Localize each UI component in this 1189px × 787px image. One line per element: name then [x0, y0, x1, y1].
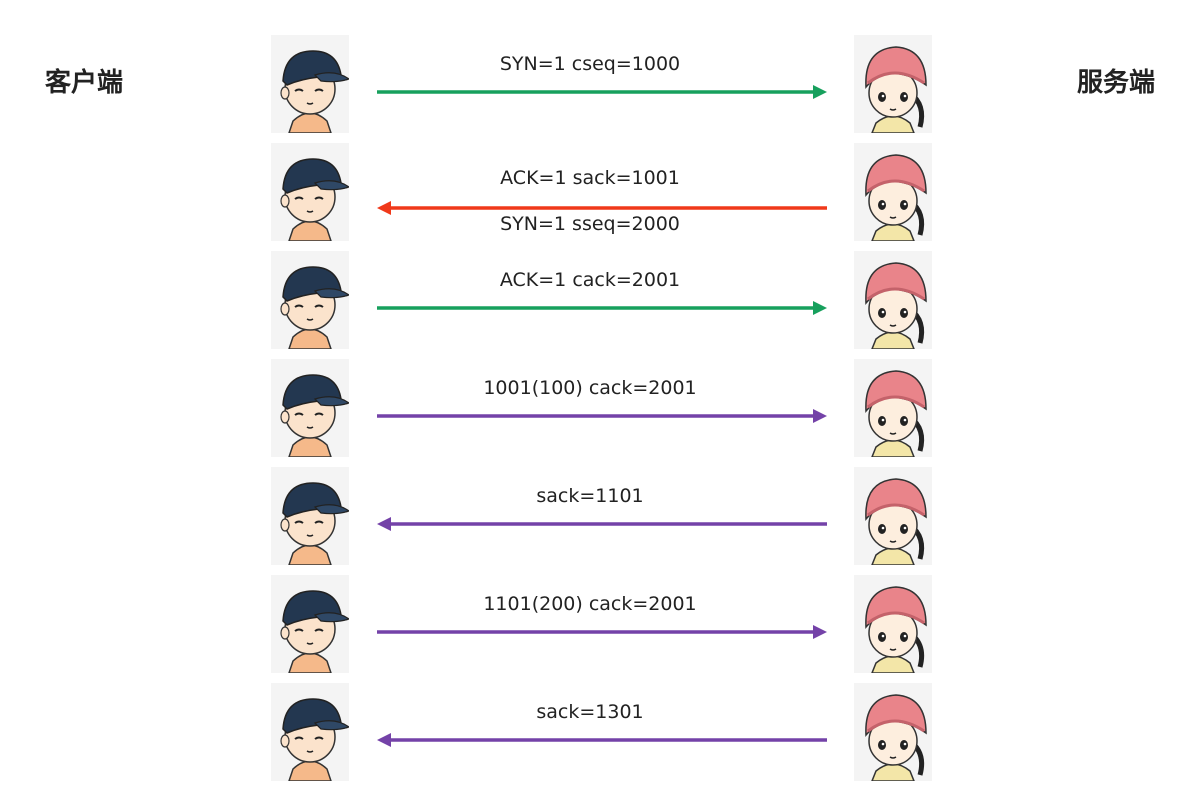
boy-avatar-icon	[271, 683, 349, 781]
girl-avatar-icon	[854, 467, 932, 565]
arrow-head	[813, 409, 827, 423]
message-label: SYN=1 cseq=1000	[499, 53, 681, 75]
message-label: 1001(100) cack=2001	[483, 377, 697, 399]
girl-avatar-icon	[854, 683, 932, 781]
boy-avatar-icon	[271, 359, 349, 457]
message-label: sack=1101	[536, 485, 644, 507]
client-label: 客户端	[45, 68, 124, 98]
server-label: 服务端	[1077, 68, 1156, 98]
boy-avatar-icon	[271, 467, 349, 565]
arrow-left	[377, 517, 827, 531]
message-row: 1101(200) cack=2001	[0, 575, 1189, 675]
arrow-right	[377, 85, 827, 99]
message-label: sack=1301	[536, 701, 644, 723]
arrow-right	[377, 301, 827, 315]
message-row: ACK=1 cack=2001	[0, 251, 1189, 351]
boy-avatar-icon	[271, 35, 349, 133]
girl-avatar-icon	[854, 35, 932, 133]
message-label: ACK=1 sack=1001	[500, 167, 680, 189]
girl-avatar-icon	[854, 575, 932, 673]
girl-avatar-icon	[854, 143, 932, 241]
arrow-head	[377, 733, 391, 747]
message-row: 1001(100) cack=2001	[0, 359, 1189, 459]
message-row: sack=1301	[0, 683, 1189, 783]
arrow-head	[377, 201, 391, 215]
arrow-left	[377, 201, 827, 215]
arrow-head	[377, 517, 391, 531]
arrow-head	[813, 625, 827, 639]
message-row: SYN=1 cseq=1000	[0, 35, 1189, 135]
boy-avatar-icon	[271, 251, 349, 349]
arrow-right	[377, 625, 827, 639]
message-row: sack=1101	[0, 467, 1189, 567]
arrow-head	[813, 301, 827, 315]
arrow-head	[813, 85, 827, 99]
arrow-right	[377, 409, 827, 423]
boy-avatar-icon	[271, 575, 349, 673]
girl-avatar-icon	[854, 359, 932, 457]
arrow-left	[377, 733, 827, 747]
message-label: ACK=1 cack=2001	[499, 269, 681, 291]
message-label: SYN=1 sseq=2000	[500, 213, 680, 235]
girl-avatar-icon	[854, 251, 932, 349]
message-row: ACK=1 sack=1001 SYN=1 sseq=2000	[0, 143, 1189, 243]
boy-avatar-icon	[271, 143, 349, 241]
message-label: 1101(200) cack=2001	[483, 593, 697, 615]
